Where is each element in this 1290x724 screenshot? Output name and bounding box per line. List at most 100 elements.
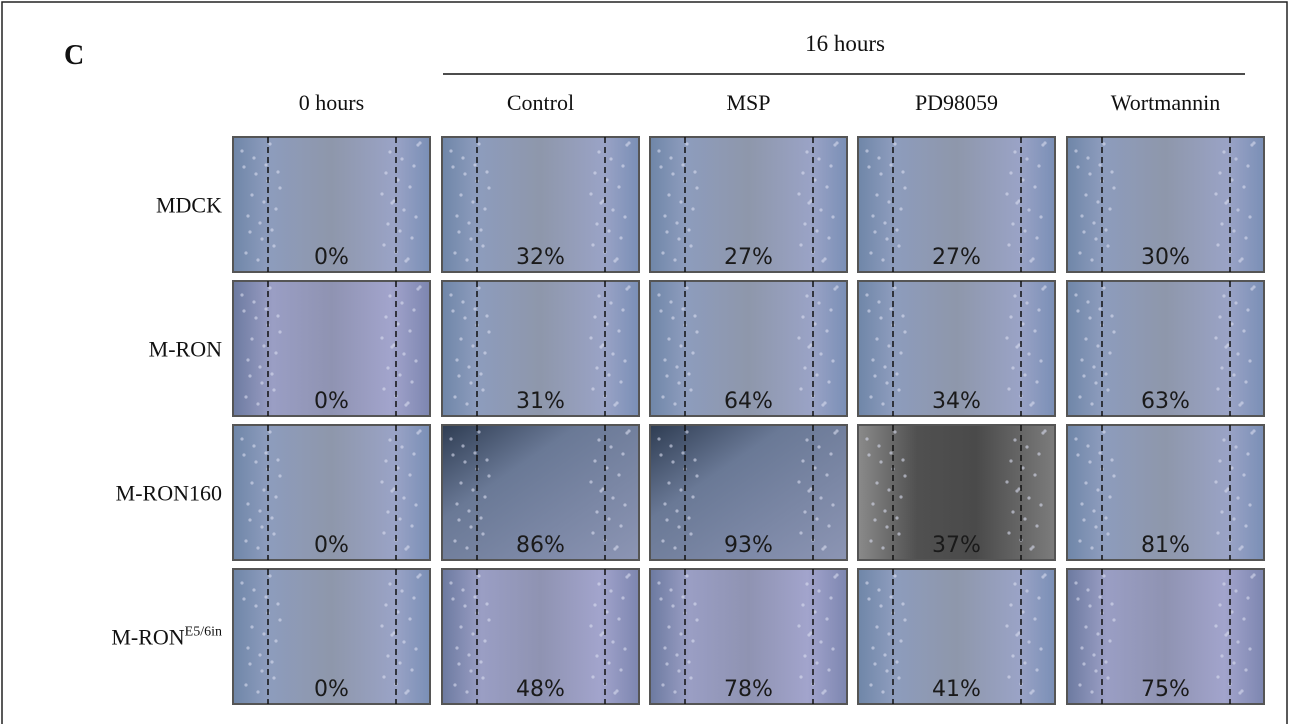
cell-speckle	[611, 496, 614, 499]
cell-speckle	[262, 488, 265, 491]
cell-speckle	[386, 222, 389, 225]
cell-speckle	[619, 380, 622, 383]
cell-speckle	[693, 458, 696, 461]
cell-speckle	[416, 287, 419, 290]
cell-speckle	[593, 603, 596, 606]
cell-speckle	[879, 604, 882, 607]
cell-speckle	[1104, 372, 1107, 375]
cell-speckle	[695, 474, 698, 477]
cell-speckle	[691, 495, 694, 498]
cell-speckle	[815, 229, 818, 232]
cell-speckle	[262, 200, 265, 203]
cell-speckle	[463, 604, 466, 607]
cell-speckle	[673, 258, 676, 261]
cell-speckle	[817, 445, 820, 448]
cell-speckle	[1236, 496, 1239, 499]
cell-speckle	[609, 157, 612, 160]
cell-speckle	[386, 654, 389, 657]
cell-speckle	[459, 193, 462, 196]
closure-percent: 34%	[932, 389, 981, 414]
cell-speckle	[467, 221, 470, 224]
cell-speckle	[1248, 215, 1251, 218]
cell-speckle	[621, 452, 624, 455]
cell-speckle	[1037, 308, 1040, 311]
cell-speckle	[1222, 294, 1225, 297]
cell-speckle	[268, 574, 271, 577]
cell-speckle	[477, 574, 480, 577]
cell-speckle	[665, 518, 668, 521]
cell-speckle	[1086, 300, 1089, 303]
cell-speckle	[246, 502, 249, 505]
column-header: PD98059	[915, 90, 998, 115]
cell-speckle	[663, 502, 666, 505]
cell-speckle	[679, 200, 682, 203]
cell-speckle	[659, 165, 662, 168]
cell-speckle	[617, 473, 620, 476]
cell-speckle	[661, 683, 664, 686]
cell-speckle	[819, 496, 822, 499]
cell-speckle	[1224, 489, 1227, 492]
cell-speckle	[262, 344, 265, 347]
cell-speckle	[893, 142, 896, 145]
cell-speckle	[1076, 597, 1079, 600]
cell-speckle	[687, 660, 690, 663]
cell-speckle	[659, 597, 662, 600]
cell-speckle	[258, 653, 261, 656]
cell-speckle	[380, 192, 383, 195]
cell-speckle	[801, 171, 804, 174]
cell-speckle	[875, 193, 878, 196]
cell-speckle	[1029, 547, 1032, 550]
cell-speckle	[410, 668, 413, 671]
cell-speckle	[402, 640, 405, 643]
cell-speckle	[807, 633, 810, 636]
cell-speckle	[879, 172, 882, 175]
cell-speckle	[865, 437, 868, 440]
cell-speckle	[1244, 668, 1247, 671]
cell-speckle	[657, 293, 660, 296]
cell-speckle	[1015, 633, 1018, 636]
cell-speckle	[260, 669, 263, 672]
cell-speckle	[1039, 503, 1042, 506]
cell-speckle	[595, 510, 598, 513]
cell-speckle	[1238, 403, 1241, 406]
cell-speckle	[396, 178, 399, 181]
cell-speckle	[449, 293, 452, 296]
cell-speckle	[398, 373, 401, 376]
cell-speckle	[671, 604, 674, 607]
cell-speckle	[669, 588, 672, 591]
cell-speckle	[244, 539, 247, 542]
cell-speckle	[693, 602, 696, 605]
cell-speckle	[877, 300, 880, 303]
cell-speckle	[1102, 430, 1105, 433]
cell-speckle	[1232, 517, 1235, 520]
cell-speckle	[1232, 661, 1235, 664]
cell-speckle	[481, 388, 484, 391]
cell-speckle	[1238, 547, 1241, 550]
cell-speckle	[1084, 193, 1087, 196]
cell-speckle	[1025, 445, 1028, 448]
cell-speckle	[248, 662, 251, 665]
cell-speckle	[404, 259, 407, 262]
cell-speckle	[1009, 171, 1012, 174]
cell-speckle	[256, 690, 259, 693]
cell-speckle	[246, 646, 249, 649]
cell-speckle	[268, 142, 271, 145]
cell-speckle	[402, 352, 405, 355]
cell-speckle	[1220, 222, 1223, 225]
cell-speckle	[272, 244, 275, 247]
cell-speckle	[1082, 230, 1085, 233]
cell-speckle	[801, 603, 804, 606]
cell-speckle	[1094, 381, 1097, 384]
cell-speckle	[250, 337, 253, 340]
cell-speckle	[797, 192, 800, 195]
cell-speckle	[815, 373, 818, 376]
closure-percent: 0%	[314, 389, 349, 414]
cell-speckle	[380, 624, 383, 627]
cell-speckle	[451, 597, 454, 600]
cell-speckle	[1078, 683, 1081, 686]
cell-speckle	[813, 466, 816, 469]
cell-speckle	[599, 201, 602, 204]
cell-speckle	[457, 374, 460, 377]
cell-speckle	[671, 172, 674, 175]
cell-speckle	[1080, 502, 1083, 505]
